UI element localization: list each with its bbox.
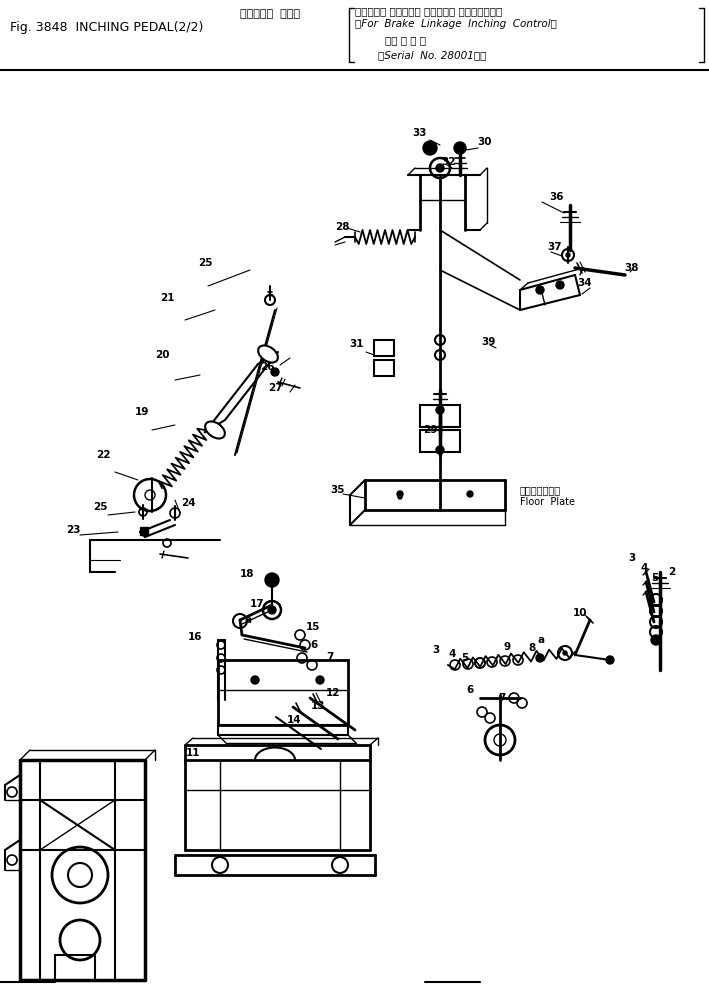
Text: 14: 14: [286, 715, 301, 725]
Text: 6: 6: [311, 640, 318, 650]
Text: 29: 29: [423, 425, 437, 435]
Text: 39: 39: [481, 337, 495, 347]
Text: 7: 7: [498, 693, 506, 703]
Text: （ブレーキ リンケージ インチング コントロール用: （ブレーキ リンケージ インチング コントロール用: [355, 6, 502, 16]
Text: 10: 10: [573, 608, 587, 618]
Circle shape: [398, 495, 402, 499]
Text: 33: 33: [413, 128, 428, 138]
Circle shape: [536, 654, 544, 662]
Text: インチング  ペダル: インチング ペダル: [240, 9, 300, 19]
Text: 5: 5: [652, 573, 659, 583]
Circle shape: [467, 491, 473, 497]
Text: 18: 18: [240, 569, 255, 579]
Text: 3: 3: [628, 553, 636, 563]
Text: 2: 2: [669, 567, 676, 577]
Text: 32: 32: [442, 157, 457, 167]
Bar: [374, 340, 394, 356]
Text: 5: 5: [462, 653, 469, 663]
Text: 13: 13: [311, 701, 325, 711]
Text: 12: 12: [325, 688, 340, 698]
Circle shape: [536, 286, 544, 294]
Text: 23: 23: [66, 525, 80, 535]
Text: 3: 3: [432, 645, 440, 655]
Circle shape: [423, 141, 437, 155]
Circle shape: [397, 491, 403, 497]
Text: 27: 27: [268, 383, 282, 393]
Text: （適 用 号 機: （適 用 号 機: [385, 35, 426, 45]
Text: 11: 11: [186, 748, 200, 758]
Text: a: a: [245, 615, 252, 625]
Text: 34: 34: [578, 278, 592, 288]
Circle shape: [566, 253, 570, 257]
Circle shape: [651, 635, 661, 645]
Circle shape: [436, 446, 444, 454]
Text: 6: 6: [467, 685, 474, 695]
Circle shape: [556, 281, 564, 289]
Text: （Serial  No. 28001～）: （Serial No. 28001～）: [378, 50, 486, 60]
Ellipse shape: [205, 421, 225, 439]
Text: a: a: [537, 635, 545, 645]
Text: （For  Brake  Linkage  Inching  Control）: （For Brake Linkage Inching Control）: [355, 19, 557, 29]
Text: 37: 37: [547, 242, 562, 252]
Text: 38: 38: [625, 263, 640, 273]
Circle shape: [436, 406, 444, 414]
Circle shape: [316, 676, 324, 684]
Text: 21: 21: [160, 293, 174, 303]
Text: Floor  Plate: Floor Plate: [520, 497, 575, 507]
Text: 25: 25: [198, 258, 212, 268]
Text: 30: 30: [478, 137, 492, 147]
Text: 9: 9: [503, 642, 510, 652]
Text: 22: 22: [96, 450, 111, 460]
Text: 28: 28: [335, 222, 350, 232]
Circle shape: [454, 142, 466, 154]
Circle shape: [606, 656, 614, 664]
Text: 19: 19: [135, 407, 149, 417]
Bar: [374, 360, 394, 376]
Bar: [420, 430, 460, 452]
Text: 16: 16: [188, 632, 202, 642]
Text: 20: 20: [155, 350, 169, 360]
Text: 7: 7: [326, 652, 334, 662]
Text: 24: 24: [181, 498, 195, 508]
Circle shape: [268, 606, 276, 614]
Bar: [420, 405, 460, 427]
Text: 31: 31: [350, 339, 364, 349]
Text: 8: 8: [528, 643, 535, 653]
Circle shape: [265, 573, 279, 587]
Text: 35: 35: [331, 485, 345, 495]
Text: 4: 4: [640, 563, 648, 573]
Circle shape: [436, 164, 444, 172]
Text: 17: 17: [250, 599, 264, 609]
Circle shape: [251, 676, 259, 684]
Bar: [218, 660, 348, 725]
Text: 4: 4: [448, 649, 456, 659]
Circle shape: [271, 368, 279, 376]
Text: Fig. 3848  INCHING PEDAL(2/2): Fig. 3848 INCHING PEDAL(2/2): [10, 22, 203, 35]
Circle shape: [563, 651, 567, 655]
Text: フロアプレート: フロアプレート: [520, 485, 561, 495]
Text: 15: 15: [306, 622, 320, 632]
Bar: [140, 527, 148, 535]
Text: 25: 25: [93, 502, 107, 512]
Ellipse shape: [258, 346, 278, 362]
Text: 36: 36: [549, 192, 564, 202]
Text: 26: 26: [259, 362, 274, 372]
